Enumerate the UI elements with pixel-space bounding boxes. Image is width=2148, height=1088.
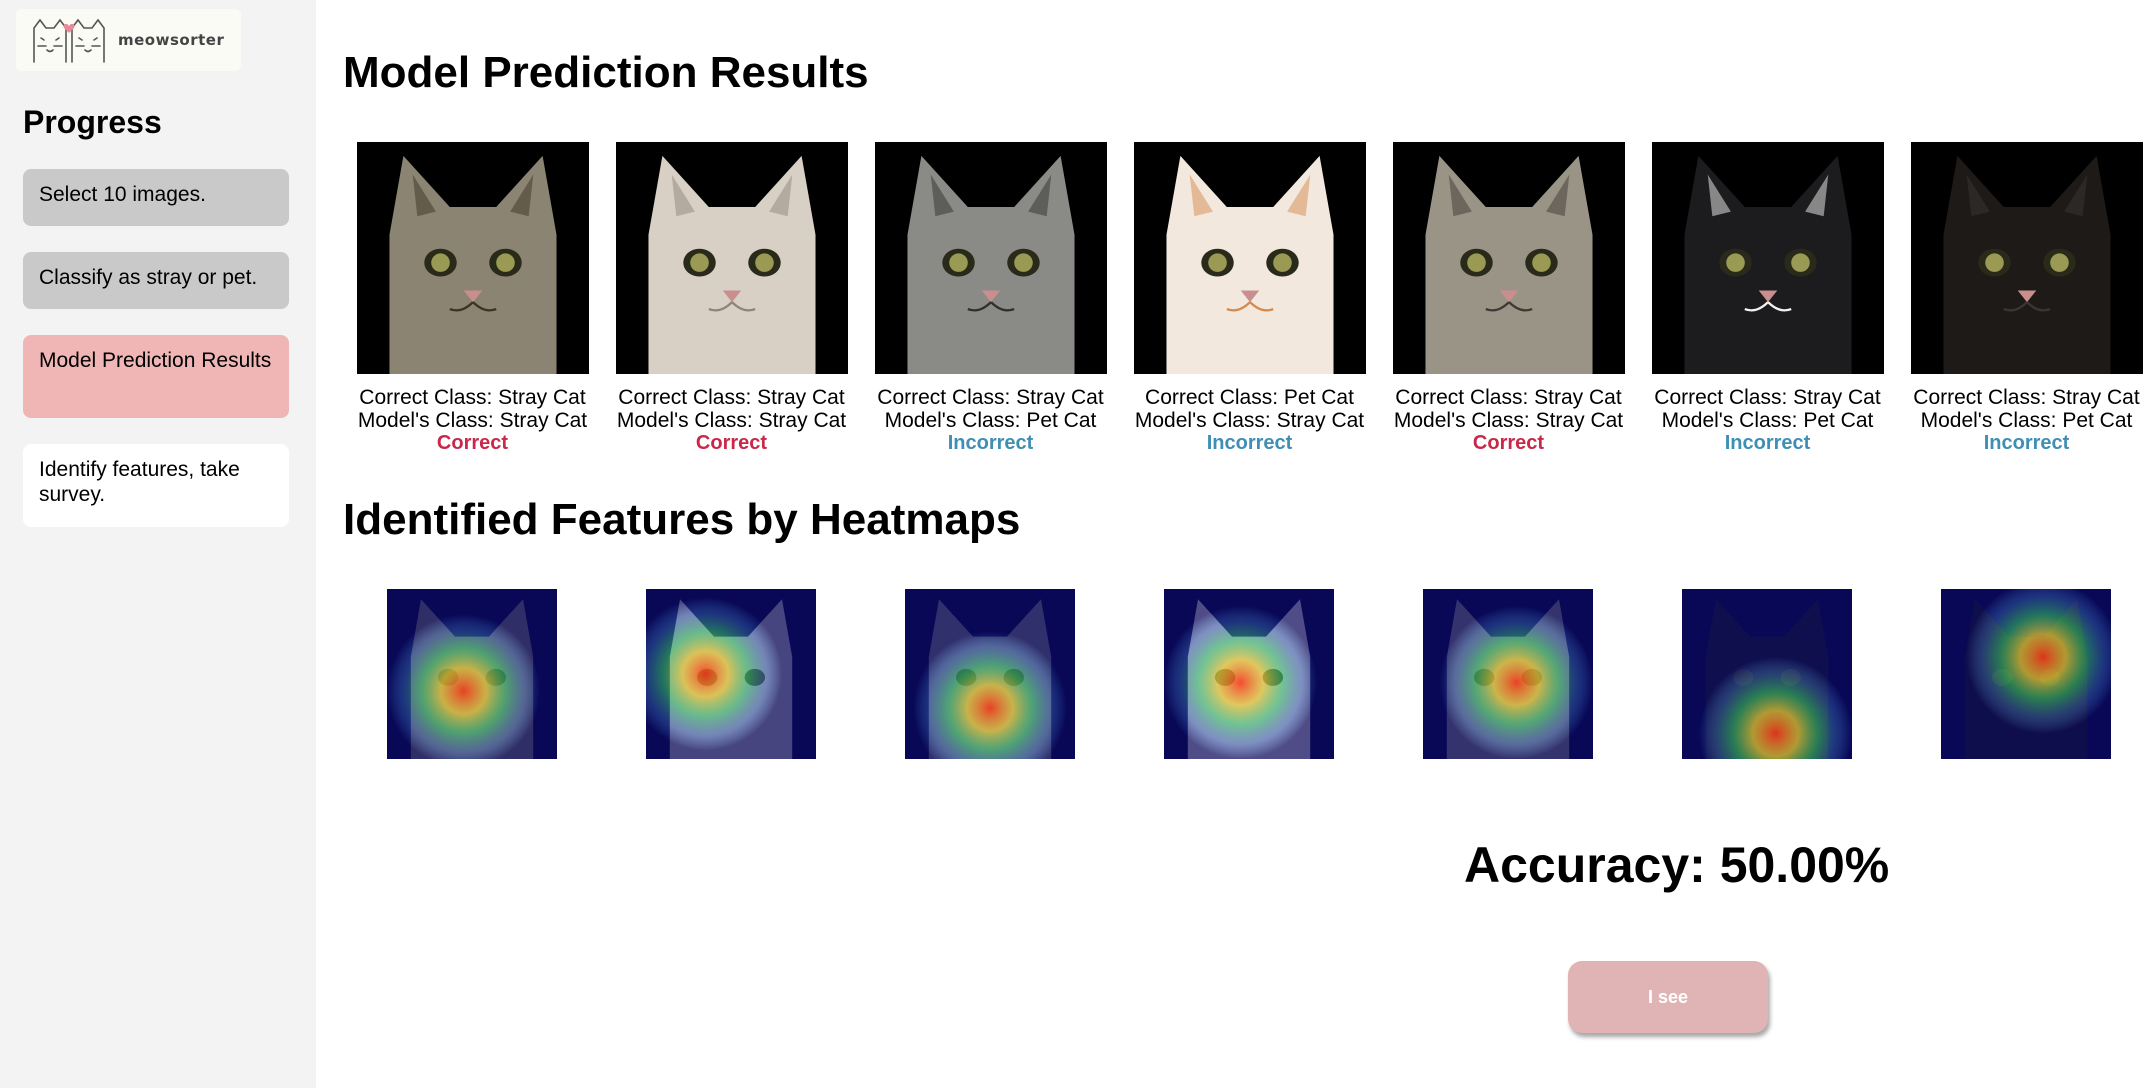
heatmap-image	[1164, 589, 1334, 759]
model-class-label: Model's Class: Pet Cat	[884, 409, 1097, 432]
model-class-label: Model's Class: Stray Cat	[616, 409, 847, 432]
progress-step-select: Select 10 images.	[23, 169, 289, 226]
heatmap-image	[1941, 589, 2111, 759]
prediction-text: Correct Class: Stray Cat Model's Class: P…	[861, 386, 1120, 455]
heatmaps-title: Identified Features by Heatmaps	[343, 495, 1021, 544]
heatmap-image	[1682, 589, 1852, 759]
progress-step-label: Select 10 images.	[39, 183, 206, 206]
progress-step-classify: Classify as stray or pet.	[23, 252, 289, 309]
progress-step-results: Model Prediction Results	[23, 335, 289, 418]
heatmap-image	[1423, 589, 1593, 759]
result-label: Incorrect	[1724, 432, 1811, 454]
progress-title: Progress	[23, 104, 162, 140]
model-class-label: Model's Class: Pet Cat	[1661, 409, 1874, 432]
result-label: Incorrect	[1983, 432, 2070, 454]
heatmap-image	[387, 589, 557, 759]
result-label: Incorrect	[947, 432, 1034, 454]
model-class-label: Model's Class: Stray Cat	[357, 409, 588, 432]
cats-logo-icon	[33, 18, 105, 63]
prediction-text: Correct Class: Stray Cat Model's Class: S…	[602, 386, 861, 455]
result-label: Correct	[695, 432, 768, 454]
i-see-button[interactable]: I see	[1568, 961, 1768, 1033]
sidebar: meowsorter Progress Select 10 images. Cl…	[0, 0, 316, 1088]
correct-class-label: Correct Class: Stray Cat	[1395, 386, 1622, 409]
cat-image	[874, 142, 1107, 374]
correct-class-label: Correct Class: Stray Cat	[618, 386, 845, 409]
model-class-label: Model's Class: Stray Cat	[1393, 409, 1624, 432]
cat-image	[356, 142, 589, 374]
prediction-text: Correct Class: Stray Cat Model's Class: P…	[1638, 386, 1897, 455]
cat-image	[1651, 142, 1884, 374]
correct-class-label: Correct Class: Stray Cat	[877, 386, 1104, 409]
prediction-text: Correct Class: Pet Cat Model's Class: Str…	[1120, 386, 1379, 455]
cat-image	[615, 142, 848, 374]
prediction-card: Correct Class: Stray Cat Model's Class: S…	[1379, 142, 1638, 455]
cat-image	[1133, 142, 1366, 374]
correct-class-label: Correct Class: Stray Cat	[1913, 386, 2140, 409]
model-class-label: Model's Class: Pet Cat	[1920, 409, 2133, 432]
prediction-card: Correct Class: Stray Cat Model's Class: P…	[1638, 142, 1897, 455]
correct-class-label: Correct Class: Stray Cat	[1654, 386, 1881, 409]
prediction-text: Correct Class: Stray Cat Model's Class: S…	[343, 386, 602, 455]
heatmap-image	[646, 589, 816, 759]
progress-step-label: Identify features, take survey.	[39, 458, 240, 506]
progress-step-label: Classify as stray or pet.	[39, 266, 258, 289]
result-label: Correct	[436, 432, 509, 454]
results-title: Model Prediction Results	[343, 48, 869, 97]
model-class-label: Model's Class: Stray Cat	[1134, 409, 1365, 432]
prediction-card: Correct Class: Stray Cat Model's Class: P…	[861, 142, 1120, 455]
correct-class-label: Correct Class: Pet Cat	[1145, 386, 1354, 409]
prediction-card: Correct Class: Stray Cat Model's Class: P…	[1897, 142, 2148, 455]
prediction-card: Correct Class: Stray Cat Model's Class: S…	[602, 142, 861, 455]
prediction-card: Correct Class: Stray Cat Model's Class: S…	[343, 142, 602, 455]
cat-image	[1910, 142, 2143, 374]
accuracy-text: Accuracy: 50.00%	[1464, 837, 1890, 893]
prediction-card: Correct Class: Pet Cat Model's Class: Str…	[1120, 142, 1379, 455]
progress-step-label: Model Prediction Results	[39, 349, 272, 372]
prediction-text: Correct Class: Stray Cat Model's Class: S…	[1379, 386, 1638, 455]
logo: meowsorter	[16, 9, 241, 71]
logo-text: meowsorter	[118, 31, 225, 49]
correct-class-label: Correct Class: Stray Cat	[359, 386, 586, 409]
result-label: Incorrect	[1206, 432, 1293, 454]
prediction-text: Correct Class: Stray Cat Model's Class: P…	[1897, 386, 2148, 455]
cat-image	[1392, 142, 1625, 374]
result-label: Correct	[1472, 432, 1545, 454]
progress-step-survey: Identify features, take survey.	[23, 444, 289, 527]
heatmap-image	[905, 589, 1075, 759]
